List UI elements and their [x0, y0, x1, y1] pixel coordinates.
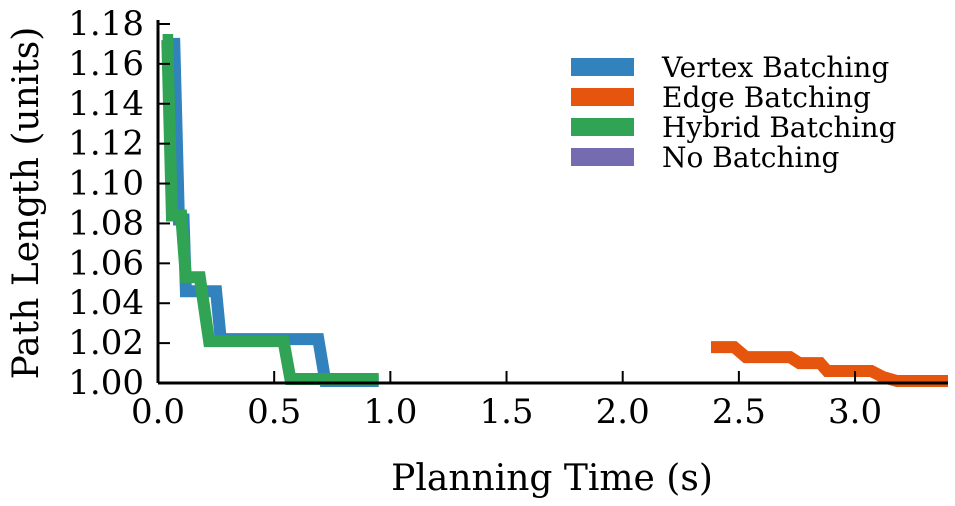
y-axis-label: Path Length (units) — [6, 27, 47, 380]
legend-label: Hybrid Batching — [662, 111, 897, 144]
legend-swatch — [571, 148, 634, 166]
legend-swatch — [571, 88, 634, 106]
y-tick-label: 1.10 — [68, 164, 144, 204]
y-tick-label: 1.04 — [68, 283, 144, 323]
y-tick-label: 1.08 — [68, 203, 144, 243]
legend-entry: Edge Batching — [571, 81, 871, 114]
y-tick-label: 1.06 — [68, 243, 144, 283]
x-tick-label: 2.0 — [596, 392, 650, 432]
ticks-layer: 0.0 0.5 1.0 1.5 2.0 2.5 3.0 1.001.021.041.061.0… — [68, 4, 882, 432]
legend-swatch — [571, 58, 634, 76]
legend-label: Vertex Batching — [661, 51, 889, 84]
x-tick-label: 0.5 — [247, 392, 301, 432]
legend-entry: Hybrid Batching — [571, 111, 897, 144]
legend-entry: Vertex Batching — [571, 51, 889, 84]
series-line-vertex-batching — [168, 37, 379, 387]
x-tick-label: 3.0 — [828, 392, 882, 432]
series-layer — [161, 34, 948, 387]
x-axis-label: Planning Time (s) — [391, 458, 713, 499]
x-tick-label: 1.5 — [479, 392, 533, 432]
x-tick-label: 1.0 — [363, 392, 417, 432]
x-tick-label: 0.0 — [131, 392, 185, 432]
y-tick-label: 1.12 — [68, 124, 144, 164]
legend-swatch — [571, 118, 634, 136]
y-tick-label: 1.14 — [68, 84, 144, 124]
series-line-edge-batching — [711, 341, 948, 387]
y-tick-label: 1.16 — [68, 44, 144, 84]
y-tick-label: 1.00 — [68, 363, 144, 403]
legend-label: No Batching — [662, 141, 839, 174]
axes-layer — [156, 20, 948, 385]
legend-entry: No Batching — [571, 141, 839, 174]
y-tick-label: 1.18 — [68, 4, 144, 44]
y-tick-label: 1.02 — [68, 323, 144, 363]
legend-label: Edge Batching — [662, 81, 871, 114]
series-line-hybrid-batching — [161, 34, 379, 385]
x-tick-label: 2.5 — [712, 392, 766, 432]
